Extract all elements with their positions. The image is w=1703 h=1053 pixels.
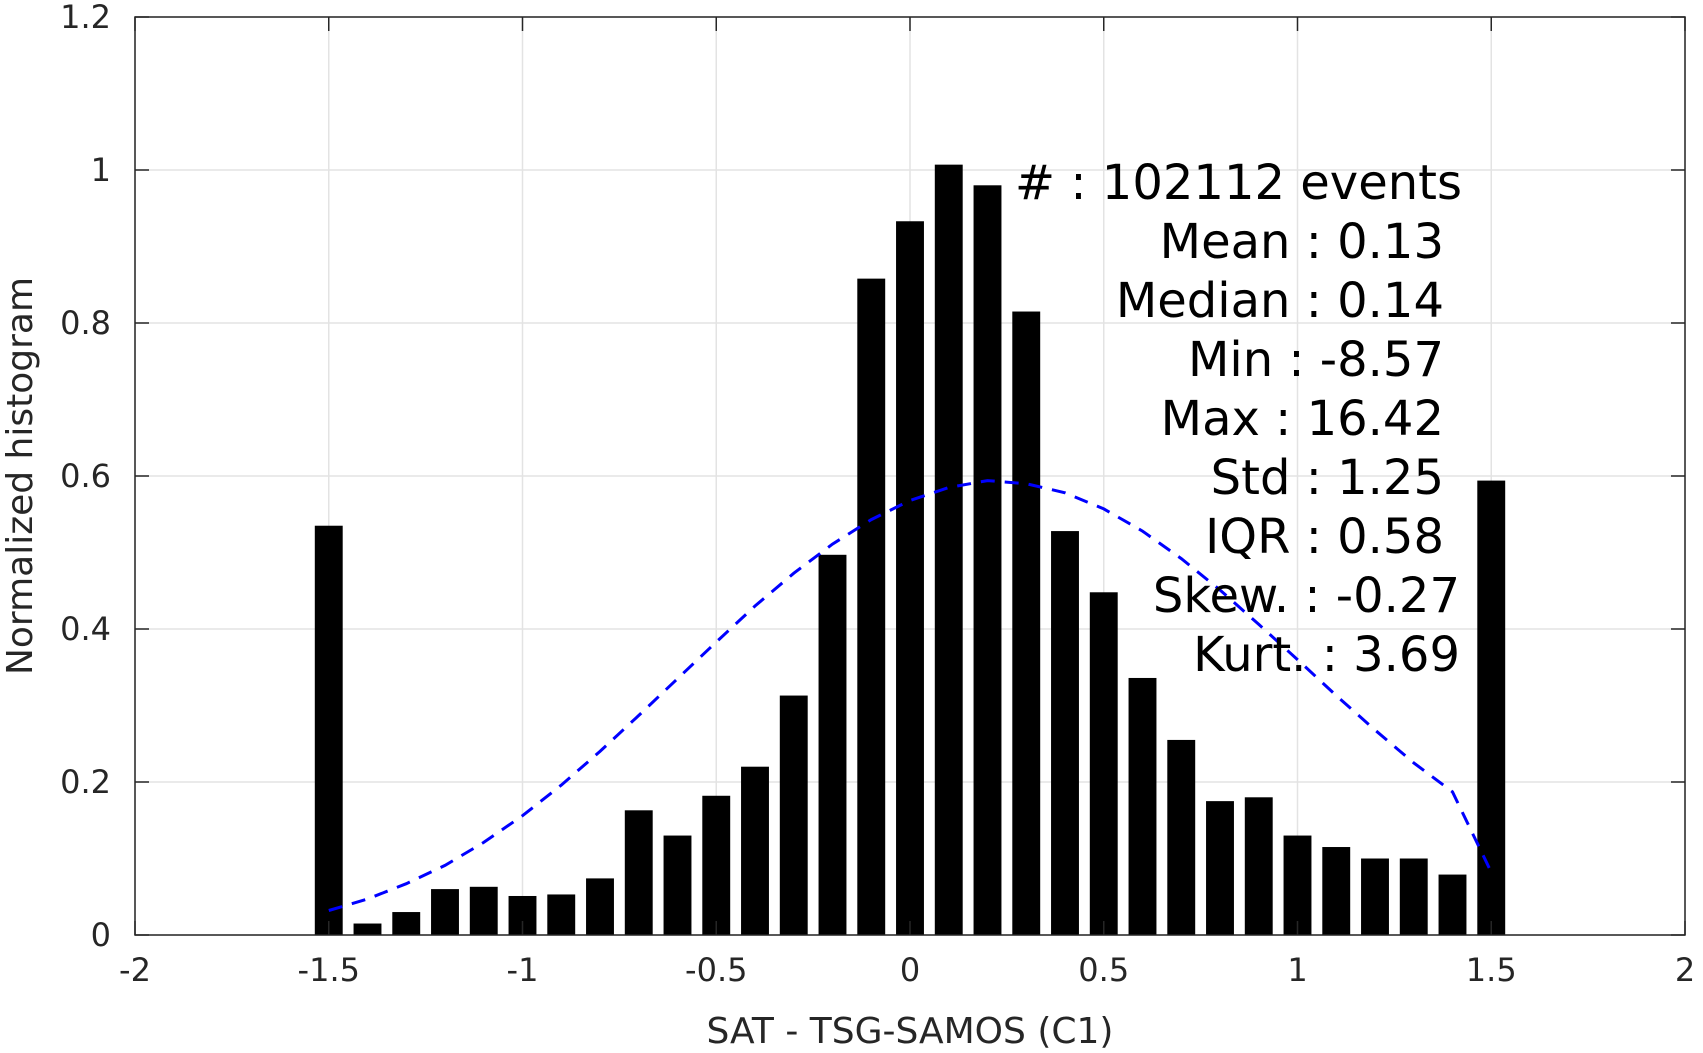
histogram-bar — [314, 525, 343, 935]
histogram-bar — [469, 886, 498, 935]
histogram-bar — [663, 835, 692, 935]
histogram-bar — [896, 221, 924, 935]
histogram-bar — [392, 912, 421, 935]
x-tick-label: -1 — [507, 951, 539, 989]
stat-line: Min : -8.57 — [1188, 332, 1444, 388]
histogram-bar — [702, 795, 731, 935]
x-tick-label: -1.5 — [298, 951, 360, 989]
x-tick-label: 2 — [1675, 951, 1695, 989]
histogram-bar — [431, 889, 459, 935]
tick-labels: -2 -1.5 -1 -0.5 0 0.5 1 1.5 2 0 0.2 0.4 0.6 0.8 1 1.2 — [60, 0, 1695, 989]
histogram-bar — [973, 185, 1002, 936]
stat-line: Skew. : -0.27 — [1153, 568, 1460, 624]
axes-frame — [134, 16, 1686, 936]
histogram-bar — [1167, 739, 1196, 935]
histogram-bar — [1283, 835, 1312, 935]
y-tick-label: 0.8 — [60, 304, 111, 342]
normal-fit-curve — [328, 479, 1493, 912]
x-axis-label: SAT - TSG-SAMOS (C1) — [707, 1011, 1114, 1052]
bars-layer — [314, 164, 1506, 936]
histogram-bar — [857, 278, 886, 935]
histogram-bar — [1438, 874, 1467, 935]
x-tick-label: 0.5 — [1078, 951, 1129, 989]
stat-line: Max : 16.42 — [1161, 391, 1444, 447]
stat-line: IQR : 0.58 — [1205, 509, 1444, 565]
stat-line: Std : 1.25 — [1211, 450, 1444, 506]
histogram-bar — [1051, 531, 1079, 935]
histogram-bar — [934, 164, 963, 935]
histogram-bar — [547, 894, 576, 935]
histogram-bar — [586, 878, 614, 935]
y-tick-label: 0.6 — [60, 457, 111, 495]
histogram-bar — [1399, 858, 1428, 935]
x-tick-label: 0 — [900, 951, 920, 989]
histogram-bar — [1206, 801, 1234, 935]
stat-line: Kurt. : 3.69 — [1193, 627, 1460, 683]
y-tick-label: 1 — [91, 151, 111, 189]
histogram-bar — [741, 766, 769, 935]
y-tick-label: 0.4 — [60, 610, 111, 648]
y-axis-label: Normalized histogram — [0, 277, 41, 675]
histogram-bar — [1477, 480, 1506, 935]
histogram-bar — [353, 923, 382, 935]
histogram-bar — [779, 695, 808, 935]
y-tick-label: 0 — [91, 916, 111, 954]
histogram-bar — [1012, 311, 1041, 935]
stat-line: # : 102112 events — [1015, 155, 1462, 211]
axes-box — [134, 16, 1686, 936]
x-tick-label: 1 — [1287, 951, 1307, 989]
x-tick-label: 1.5 — [1466, 951, 1517, 989]
histogram-bar — [1322, 847, 1351, 935]
y-tick-label: 1.2 — [60, 0, 111, 36]
histogram-bar — [624, 810, 653, 935]
histogram-bar — [1244, 797, 1273, 935]
histogram-bar — [1089, 592, 1118, 935]
x-tick-label: -2 — [119, 951, 151, 989]
histogram-bar — [1128, 677, 1157, 935]
stat-line: Mean : 0.13 — [1160, 214, 1444, 270]
y-tick-label: 0.2 — [60, 763, 111, 801]
histogram-bar — [1361, 858, 1389, 935]
histogram-bar — [818, 554, 847, 935]
x-tick-label: -0.5 — [685, 951, 747, 989]
stat-line: Median : 0.14 — [1116, 273, 1444, 329]
